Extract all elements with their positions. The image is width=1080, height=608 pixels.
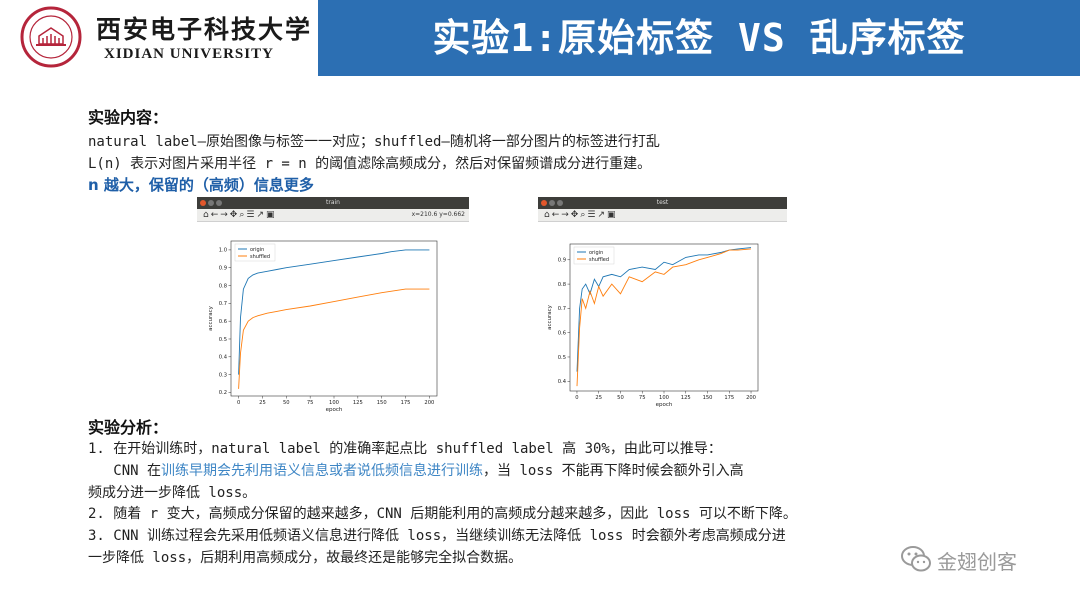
x-tick-label: 25: [595, 395, 602, 401]
y-tick-label: 0.5: [219, 337, 227, 343]
maximize-icon[interactable]: [557, 200, 563, 206]
y-tick-label: 0.9: [219, 266, 227, 272]
series-line-origin: [576, 247, 752, 372]
x-tick-label: 50: [283, 400, 290, 406]
train-accuracy-chart: 0 25 50 75 100 125 150 175 200 0.2 0.3 0.4 0.5 0.6 0.7…: [208, 240, 438, 413]
train-toolbar: ⌂←→✥⌕☰↗▣ x=210.6 y=0.662: [197, 209, 469, 222]
x-tick-label: 125: [681, 395, 691, 401]
legend-label-origin: origin: [250, 247, 264, 253]
maximize-icon[interactable]: [216, 200, 222, 206]
x-tick-label: 175: [401, 400, 411, 406]
close-icon[interactable]: [200, 200, 206, 206]
y-tick-label: 0.2: [219, 390, 227, 396]
x-tick-label: 50: [617, 395, 624, 401]
wechat-watermark: 金翅创客: [899, 540, 1059, 580]
wechat-icon: [901, 546, 931, 572]
minimize-icon[interactable]: [208, 200, 214, 206]
test-toolbar: ⌂←→✥⌕☰↗▣: [538, 209, 787, 222]
train-window-titlebar: train: [197, 197, 469, 209]
y-tick-label: 0.6: [558, 330, 566, 336]
series-line-shuffled: [576, 248, 752, 387]
title-bar: 实验1:原始标签 VS 乱序标签: [318, 0, 1080, 76]
test-plot-window: test ⌂←→✥⌕☰↗▣ 0 25 50 75 100 125 150 175 200 0.4 0…: [538, 197, 787, 410]
y-axis-label: accuracy: [208, 305, 214, 331]
toolbar-icons[interactable]: ⌂←→✥⌕☰↗▣: [544, 210, 618, 220]
legend-label-origin: origin: [589, 250, 603, 256]
x-axis-label: epoch: [656, 402, 673, 408]
test-accuracy-chart: 0 25 50 75 100 125 150 175 200 0.4 0.5 0.6 0.7 0.8 0.9…: [547, 243, 759, 408]
legend-label-shuffled: shuffled: [250, 254, 270, 260]
content-highlight: n 越大，保留的（高频）信息更多: [88, 176, 314, 194]
x-tick-label: 125: [353, 400, 363, 406]
train-plot-window: train ⌂←→✥⌕☰↗▣ x=210.6 y=0.662 0 25 50 75 10…: [197, 197, 469, 413]
x-tick-label: 75: [639, 395, 646, 401]
analysis-heading: 实验分析：: [88, 418, 169, 437]
slide-header: 西安电子科技大学 XIDIAN UNIVERSITY 实验1:原始标签 VS 乱…: [0, 0, 1080, 76]
x-tick-label: 200: [746, 395, 756, 401]
x-tick-label: 25: [259, 400, 266, 406]
content-line-1: natural label—原始图像与标签一一对应；shuffled—随机将一部…: [88, 134, 660, 150]
y-tick-label: 0.3: [219, 372, 227, 378]
close-icon[interactable]: [541, 200, 547, 206]
analysis-p2: 2. 随着 r 变大，高频成分保留的越来越多，CNN 后期能利用的高频成分越来越…: [88, 506, 797, 522]
x-tick-label: 0: [237, 400, 240, 406]
x-tick-label: 175: [724, 395, 734, 401]
plot-frame: [230, 240, 438, 397]
university-name-cn: 西安电子科技大学: [96, 15, 313, 44]
content-line-2: L(n) 表示对图片采用半径 r = n 的阈值滤除高频成分，然后对保留频谱成分…: [88, 156, 652, 172]
slide-title: 实验1:原始标签 VS 乱序标签: [432, 16, 966, 60]
x-tick-label: 100: [659, 395, 669, 401]
university-seal-icon: [20, 6, 82, 68]
y-tick-label: 0.6: [219, 319, 227, 325]
x-tick-label: 150: [377, 400, 387, 406]
analysis-p3-line2: 一步降低 loss，后期利用高频成分，故最终还是能够完全拟合数据。: [88, 550, 523, 566]
y-tick-label: 0.7: [558, 306, 566, 312]
analysis-p1-line2-end: ，当 loss 不能再下降时候会额外引入高: [483, 463, 744, 479]
content-heading: 实验内容：: [88, 108, 169, 127]
series-line-origin: [238, 249, 430, 375]
x-tick-label: 100: [329, 400, 339, 406]
minimize-icon[interactable]: [549, 200, 555, 206]
y-tick-label: 0.4: [558, 379, 567, 385]
x-axis-label: epoch: [326, 407, 343, 413]
train-window-title: train: [326, 199, 340, 206]
x-tick-label: 150: [703, 395, 713, 401]
y-tick-label: 0.9: [558, 258, 566, 264]
x-tick-label: 0: [575, 395, 578, 401]
y-axis-label: accuracy: [547, 304, 553, 330]
legend-label-shuffled: shuffled: [589, 257, 609, 263]
test-window-titlebar: test: [538, 197, 787, 209]
analysis-p1-line3: 频成分进一步降低 loss。: [88, 485, 257, 501]
analysis-p1-highlight: 训练早期会先利用语义信息或者说低频信息进行训练: [161, 463, 484, 479]
analysis-p1-line2-start: CNN 在: [88, 463, 162, 479]
y-tick-label: 1.0: [219, 248, 227, 254]
y-tick-label: 0.8: [219, 283, 227, 289]
analysis-p1-line2: CNN 在训练早期会先利用语义信息或者说低频信息进行训练，当 loss 不能再下…: [88, 460, 744, 480]
y-tick-label: 0.4: [219, 355, 228, 361]
analysis-p3-line1: 3. CNN 训练过程会先采用低频语义信息进行降低 loss，当继续训练无法降低…: [88, 528, 786, 544]
legend-box: [573, 246, 615, 265]
x-tick-label: 75: [307, 400, 314, 406]
test-window-title: test: [656, 199, 669, 206]
plot-frame: [569, 243, 759, 392]
analysis-p1-line1: 1. 在开始训练时，natural label 的准确率起点比 shuffled…: [88, 441, 722, 457]
university-logo-area: 西安电子科技大学 XIDIAN UNIVERSITY: [0, 0, 318, 76]
series-line-shuffled: [238, 288, 430, 389]
cursor-coordinate-readout: x=210.6 y=0.662: [411, 211, 465, 218]
y-tick-label: 0.7: [219, 301, 227, 307]
watermark-text: 金翅创客: [937, 550, 1017, 574]
y-tick-label: 0.5: [558, 355, 566, 361]
legend-box: [234, 243, 276, 262]
university-name-en: XIDIAN UNIVERSITY: [104, 46, 274, 62]
toolbar-icons[interactable]: ⌂←→✥⌕☰↗▣: [203, 210, 277, 220]
y-tick-label: 0.8: [558, 282, 566, 288]
x-tick-label: 200: [424, 400, 434, 406]
